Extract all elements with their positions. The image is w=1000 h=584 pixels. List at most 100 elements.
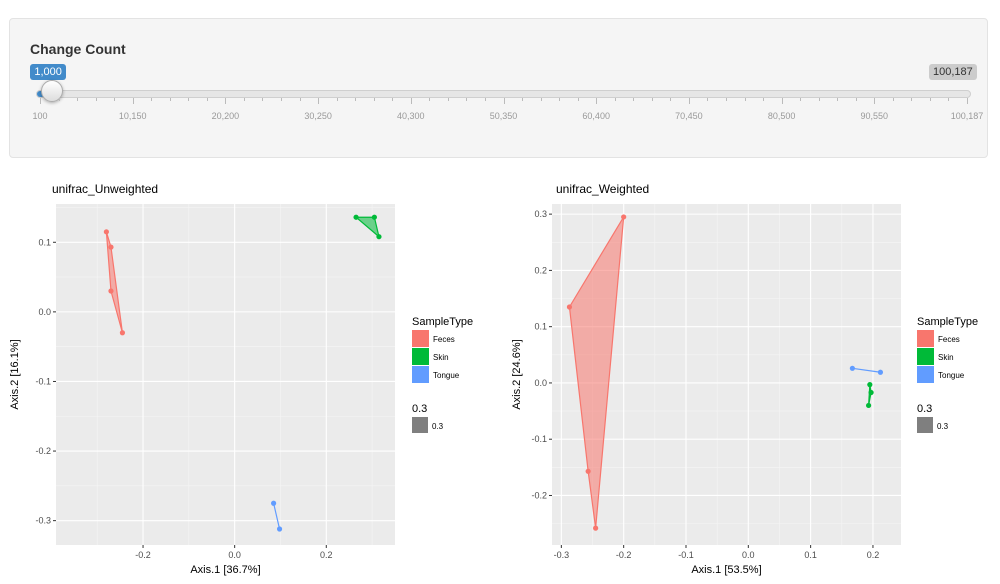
y-tick-label: 0.0 (534, 378, 547, 388)
size-legend-label: 0.3 (937, 422, 949, 431)
legend-key-skin (917, 348, 934, 365)
y-tick-label: 0.1 (534, 322, 547, 332)
point-tongue (276, 526, 283, 532)
hull-skin (354, 216, 380, 239)
slider-tick-label: 70,450 (675, 111, 703, 121)
slider-max-badge: 100,187 (929, 64, 977, 80)
slider-minor-tick (243, 98, 245, 101)
legend-label-feces: Feces (938, 335, 960, 344)
slider-tick-label: 50,350 (489, 111, 518, 121)
slider-minor-tick (114, 98, 116, 101)
slider-minor-tick (855, 98, 857, 101)
slider-minor-tick (281, 98, 283, 101)
hull-tongue (273, 503, 281, 530)
slider-minor-tick (614, 98, 616, 101)
slider-minor-tick (540, 98, 542, 101)
y-tick-label: 0.1 (38, 237, 51, 247)
point-feces (119, 330, 126, 336)
slider-value-badge: 1,000 (30, 64, 66, 80)
slider-minor-tick (929, 98, 931, 101)
hull-tongue (852, 367, 881, 373)
legend-label-tongue: Tongue (433, 371, 460, 380)
slider-minor-tick (948, 98, 950, 101)
slider-minor-tick (336, 98, 338, 101)
slider-minor-tick (744, 98, 746, 101)
unweighted-chart: unifrac_Unweighted -0.2 0.0 0.2 0.1 0.0 -0.1 -0… (9, 182, 473, 576)
slider-tick-label: 90,550 (860, 111, 889, 121)
legend-label-tongue: Tongue (938, 371, 965, 380)
point-skin (867, 382, 873, 388)
slider-minor-tick (466, 98, 468, 101)
slider-tick-label: 40,300 (397, 111, 425, 121)
slider-minor-tick (262, 98, 264, 101)
x-tick-label: 0.2 (867, 550, 880, 560)
y-tick-label: -0.1 (35, 376, 51, 386)
slider-tick-mark (503, 98, 505, 104)
slider-tick-mark (874, 98, 876, 104)
point-feces (108, 288, 114, 294)
size-legend-title: 0.3 (917, 403, 932, 415)
point-feces (585, 468, 591, 474)
slider-minor-tick (800, 98, 802, 101)
x-tick-label: 0.1 (804, 550, 817, 560)
point-tongue (849, 365, 855, 371)
slider-panel: Change Count 1,000 100,187 100 10,150 20,2… (9, 18, 988, 158)
slider-minor-tick (299, 98, 301, 101)
x-tick-label: 0.0 (742, 550, 755, 560)
slider-tick-mark (596, 98, 598, 104)
legend-key-feces (412, 330, 429, 347)
slider-minor-tick (911, 98, 913, 101)
slider-minor-tick (763, 98, 765, 101)
slider-minor-tick (373, 98, 375, 101)
size-legend-label: 0.3 (432, 422, 444, 431)
slider-tick-mark (225, 98, 227, 104)
slider-handle[interactable] (41, 80, 64, 102)
size-legend-key (917, 417, 933, 433)
point-feces (621, 214, 627, 220)
x-tick-label: -0.1 (678, 550, 694, 560)
chart-title: unifrac_Weighted (556, 182, 649, 196)
x-tick-label: -0.2 (616, 550, 632, 560)
slider-minor-tick (633, 98, 635, 101)
weighted-chart: unifrac_Weighted -0.3 -0.2 -0.1 0.0 0.1 0.2 0.3… (511, 182, 978, 576)
slider-minor-tick (151, 98, 153, 101)
slider-minor-tick (206, 98, 208, 101)
y-tick-label: -0.1 (531, 434, 547, 444)
slider-minor-tick (429, 98, 431, 101)
slider-minor-tick (837, 98, 839, 101)
slider-minor-tick (484, 98, 486, 101)
y-axis-label: Axis.2 [24.6%] (511, 339, 523, 409)
y-axis-label: Axis.2 [16.1%] (9, 339, 21, 409)
point-feces (566, 304, 573, 310)
size-legend-title: 0.3 (412, 403, 427, 415)
slider-minor-tick (670, 98, 672, 101)
slider-tick-mark (781, 98, 783, 104)
x-tick-label: -0.2 (135, 550, 151, 560)
slider-minor-tick (58, 98, 60, 101)
point-skin (371, 214, 377, 220)
slider-ticks: 100 10,150 20,200 30,250 40,300 50,350 60,400 7… (10, 19, 987, 157)
y-tick-label: 0.2 (534, 265, 547, 275)
slider-tick-label: 20,200 (211, 111, 240, 121)
y-tick-label: -0.2 (35, 446, 51, 456)
slider-tick-label: 30,250 (304, 111, 332, 121)
point-feces (108, 244, 114, 250)
chart-title: unifrac_Unweighted (52, 182, 158, 196)
slider-tick-mark (132, 98, 134, 104)
slider-minor-tick (169, 98, 171, 101)
legend-key-tongue (412, 366, 429, 383)
y-tick-label: 0.3 (534, 209, 547, 219)
point-tongue (271, 500, 277, 506)
slider-tick-label: 100 (32, 111, 48, 121)
slider-minor-tick (818, 98, 820, 101)
slider-tick-mark (967, 98, 968, 104)
slider-tick-mark (410, 98, 412, 104)
slider-tick-mark (318, 98, 320, 104)
y-tick-label: -0.2 (531, 490, 547, 500)
x-axis-label: Axis.1 [36.7%] (190, 564, 260, 576)
legend-label-feces: Feces (433, 335, 455, 344)
slider-tick-label: 60,400 (582, 111, 610, 121)
legend-key-skin (412, 348, 429, 365)
slider-minor-tick (447, 98, 449, 101)
point-skin (865, 402, 872, 409)
